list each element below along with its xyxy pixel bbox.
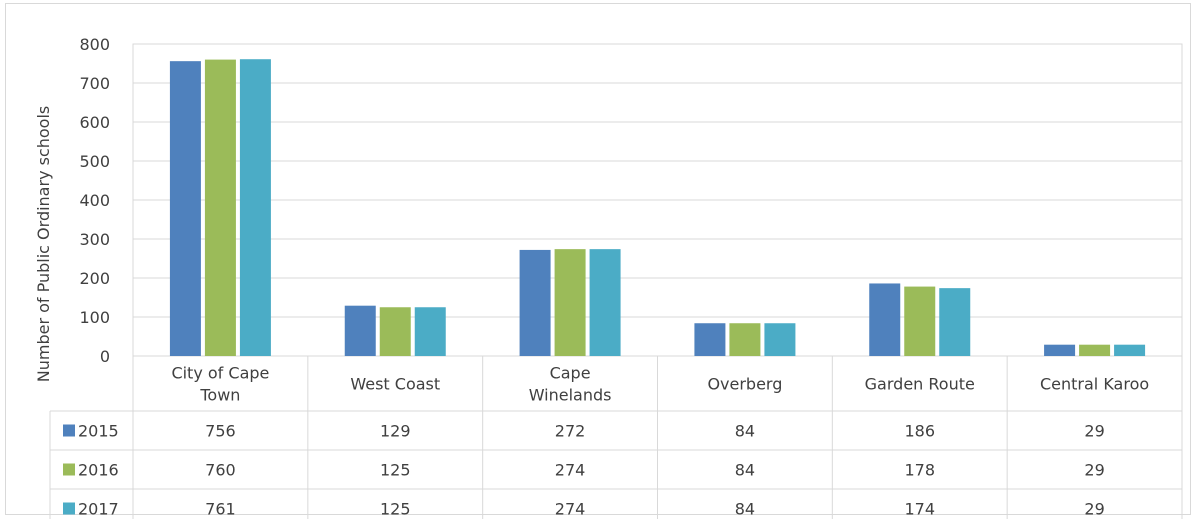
bar-2016 <box>1079 344 1111 356</box>
table-cell-value: 186 <box>904 422 935 441</box>
table-cell-value: 84 <box>735 422 755 441</box>
bar-2017 <box>764 323 796 356</box>
bar-2015 <box>169 61 201 356</box>
bar-2016 <box>379 307 411 356</box>
bar-2017 <box>1114 344 1146 356</box>
table-cell-value: 84 <box>735 500 755 519</box>
table-cell-value: 272 <box>555 422 586 441</box>
category-label: West Coast <box>350 375 440 394</box>
table-cell-value: 129 <box>380 422 411 441</box>
category-label: Winelands <box>529 386 612 405</box>
table-cell-value: 29 <box>1084 500 1104 519</box>
table-cell-value: 29 <box>1084 461 1104 480</box>
bar-2017 <box>414 307 446 356</box>
table-cell-value: 174 <box>904 500 935 519</box>
table-cell-value: 84 <box>735 461 755 480</box>
bar-2017 <box>939 288 971 356</box>
category-label: Garden Route <box>865 375 975 394</box>
bar-2015 <box>869 283 901 356</box>
category-label: Town <box>199 386 240 405</box>
category-label: Cape <box>550 364 591 383</box>
table-cell-value: 125 <box>380 500 411 519</box>
category-label: Overberg <box>707 375 782 394</box>
bar-2015 <box>344 305 376 356</box>
chart-frame <box>5 3 1191 515</box>
category-label: City of Cape <box>171 364 269 383</box>
y-tick-label: 500 <box>79 152 110 171</box>
table-cell-value: 274 <box>555 461 586 480</box>
category-label: Central Karoo <box>1040 375 1149 394</box>
y-tick-label: 600 <box>79 113 110 132</box>
table-cell-value: 761 <box>205 500 236 519</box>
bar-2015 <box>1044 344 1076 356</box>
bar-2016 <box>554 249 586 356</box>
table-cell-value: 178 <box>904 461 935 480</box>
y-tick-label: 100 <box>79 308 110 327</box>
bar-2016 <box>204 59 236 356</box>
y-tick-label: 400 <box>79 191 110 210</box>
bar-2015 <box>519 249 551 356</box>
bar-2016 <box>904 286 936 356</box>
bar-2016 <box>729 323 761 356</box>
table-cell-value: 756 <box>205 422 236 441</box>
bar-2015 <box>694 323 726 356</box>
y-tick-label: 800 <box>79 35 110 54</box>
y-tick-label: 200 <box>79 269 110 288</box>
legend-label: 2017 <box>78 500 119 519</box>
legend-label: 2016 <box>78 461 119 480</box>
legend-swatch-2016 <box>63 463 75 476</box>
y-axis-label: Number of Public Ordinary schools <box>34 106 53 383</box>
legend-swatch-2017 <box>63 502 75 515</box>
y-tick-label: 300 <box>79 230 110 249</box>
bar-2017 <box>589 249 621 356</box>
table-cell-value: 760 <box>205 461 236 480</box>
legend-label: 2015 <box>78 422 119 441</box>
table-cell-value: 29 <box>1084 422 1104 441</box>
table-cell-value: 125 <box>380 461 411 480</box>
bar-2017 <box>239 59 271 357</box>
y-tick-label: 700 <box>79 74 110 93</box>
legend-swatch-2015 <box>63 424 75 437</box>
y-tick-label: 0 <box>100 347 110 366</box>
table-cell-value: 274 <box>555 500 586 519</box>
